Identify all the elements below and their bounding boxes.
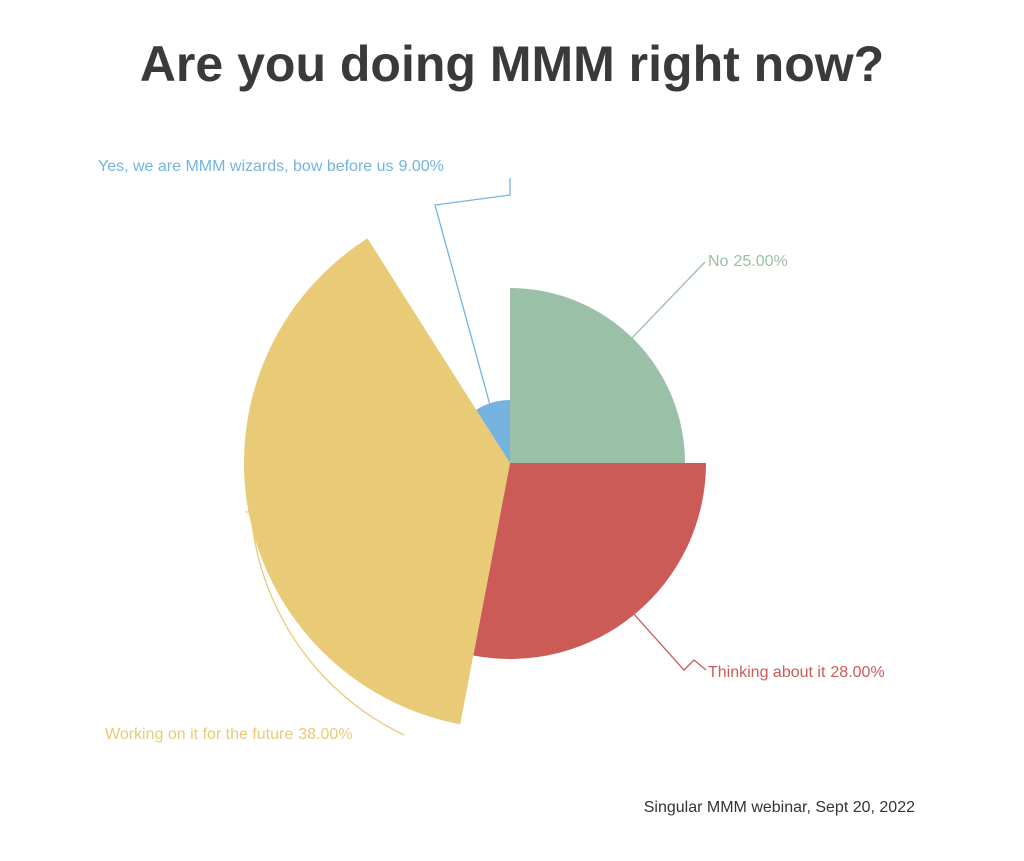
source-note: Singular MMM webinar, Sept 20, 2022 (644, 799, 915, 816)
slice (473, 463, 706, 660)
slice (476, 400, 510, 463)
category-name: Yes, we are MMM wizards, bow before us (98, 158, 394, 175)
value-label: 9.00% (399, 158, 444, 175)
slice-label: Yes, we are MMM wizards, bow before us 9.… (98, 158, 444, 175)
leader-line (629, 261, 706, 341)
leader-line (434, 178, 511, 406)
category-name: No (708, 253, 729, 270)
category-name: Working on it for the future (105, 726, 293, 743)
leader-line (631, 611, 707, 671)
value-label: 28.00% (830, 664, 884, 681)
leader-line (246, 511, 405, 736)
slice-label: No 25.00% (708, 253, 788, 270)
slice (243, 238, 510, 725)
slice-label: Working on it for the future 38.00% (105, 726, 353, 743)
category-name: Thinking about it (708, 664, 826, 681)
slice (510, 288, 685, 463)
slice-label: Thinking about it 28.00% (708, 664, 885, 681)
chart-title: Are you doing MMM right now? (140, 36, 884, 92)
value-label: 38.00% (298, 726, 352, 743)
value-label: 25.00% (733, 253, 787, 270)
